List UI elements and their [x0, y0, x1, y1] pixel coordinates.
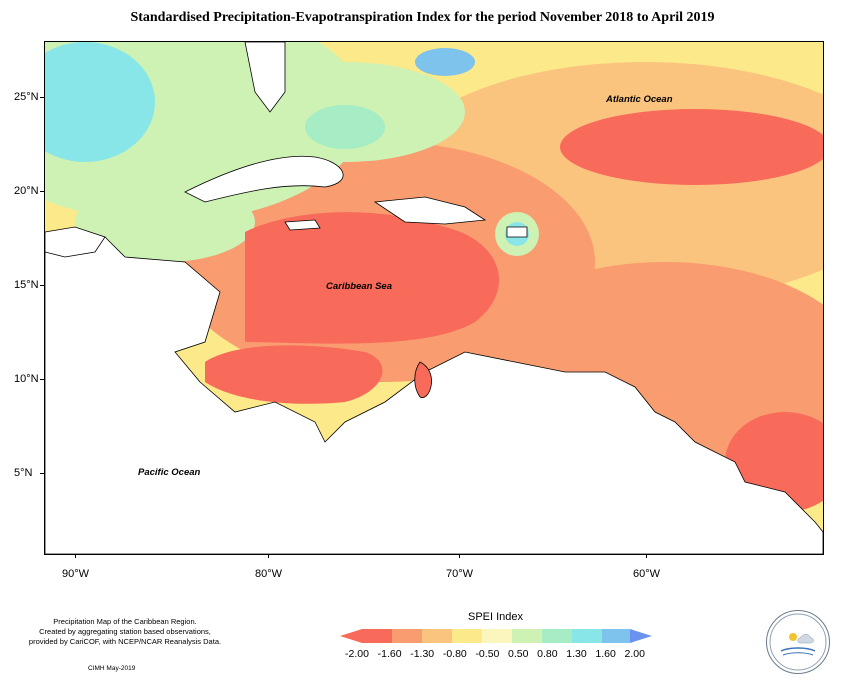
- legend-swatch-6: [512, 629, 542, 643]
- legend-swatch-5: [482, 629, 512, 643]
- lon-tick: [75, 554, 76, 558]
- cimh-logo: [766, 610, 830, 674]
- lon-label-70w: 70°W: [446, 568, 474, 580]
- legend-value: -0.50: [475, 648, 500, 660]
- lon-tick: [268, 554, 269, 558]
- lon-tick: [459, 554, 460, 558]
- legend-swatch-3: [422, 629, 452, 643]
- legend-value: -0.80: [442, 648, 467, 660]
- legend-colorbar: [340, 629, 652, 643]
- caribbean-sea-label: Caribbean Sea: [326, 281, 392, 292]
- legend-swatch-8: [572, 629, 602, 643]
- spei-blue-north: [415, 48, 475, 76]
- atlantic-ocean-label: Atlantic Ocean: [606, 94, 673, 105]
- legend-swatch-7: [542, 629, 572, 643]
- legend-swatch-2: [392, 629, 422, 643]
- legend-value: -1.30: [410, 648, 435, 660]
- lat-label-5n: 5°N: [14, 467, 33, 479]
- legend-value: 1.30: [566, 648, 587, 660]
- lat-tick: [40, 285, 44, 286]
- spei-lightcyan-bahamas: [305, 105, 385, 149]
- land-hispaniola: [373, 196, 487, 225]
- spei-red-colombia-coast: [205, 345, 383, 404]
- map-canvas: [45, 42, 823, 554]
- land-puerto-rico: [506, 226, 528, 238]
- lat-tick: [40, 379, 44, 380]
- legend-arrow-left: [340, 629, 362, 643]
- land-maracaibo: [414, 361, 432, 398]
- credits-date: CIMH May-2019: [88, 665, 136, 672]
- spei-cyan-gulf: [45, 42, 155, 162]
- lon-tick: [646, 554, 647, 558]
- legend-value: 0.50: [508, 648, 529, 660]
- legend-swatch-1: [362, 629, 392, 643]
- cimh-logo-graphic: [769, 613, 827, 671]
- lat-tick: [40, 97, 44, 98]
- land-yucatan: [45, 226, 106, 258]
- legend-value: 2.00: [624, 648, 645, 660]
- legend-value: -2.00: [345, 648, 369, 660]
- land-cuba: [184, 155, 344, 203]
- credits-block: Precipitation Map of the Caribbean Regio…: [12, 617, 238, 647]
- spei-map: [44, 41, 824, 555]
- legend-swatch-9: [602, 629, 630, 643]
- legend-title: SPEI Index: [468, 611, 524, 623]
- legend-arrow-right: [630, 629, 652, 643]
- lon-label-90w: 90°W: [62, 568, 90, 580]
- lon-label-80w: 80°W: [255, 568, 283, 580]
- lat-label-15n: 15°N: [14, 279, 39, 291]
- credits-line-1: Precipitation Map of the Caribbean Regio…: [53, 617, 197, 626]
- legend-value: -1.60: [377, 648, 402, 660]
- legend-labels: -2.00 -1.60 -1.30 -0.80 -0.50 0.50 0.80 …: [345, 648, 645, 660]
- lon-label-60w: 60°W: [633, 568, 661, 580]
- land-florida: [244, 42, 286, 113]
- legend-value: 1.60: [595, 648, 616, 660]
- spei-red-atlantic: [560, 109, 823, 185]
- land-jamaica: [284, 219, 321, 231]
- lat-tick: [40, 191, 44, 192]
- land-central-south-america: [45, 236, 823, 554]
- legend-value: 0.80: [537, 648, 558, 660]
- lat-label-10n: 10°N: [14, 373, 39, 385]
- lat-tick: [40, 473, 44, 474]
- lat-label-25n: 25°N: [14, 91, 39, 103]
- spei-green-west: [75, 182, 255, 262]
- map-title: Standardised Precipitation-Evapotranspir…: [130, 10, 715, 25]
- lat-label-20n: 20°N: [14, 185, 39, 197]
- credits-line-3: provided by CariCOF, with NCEP/NCAR Rean…: [28, 637, 222, 646]
- pacific-ocean-label: Pacific Ocean: [138, 467, 201, 478]
- credits-line-2: Created by aggregating station based obs…: [39, 627, 211, 636]
- legend-swatch-4: [452, 629, 482, 643]
- spei-red-caribbean: [245, 212, 499, 344]
